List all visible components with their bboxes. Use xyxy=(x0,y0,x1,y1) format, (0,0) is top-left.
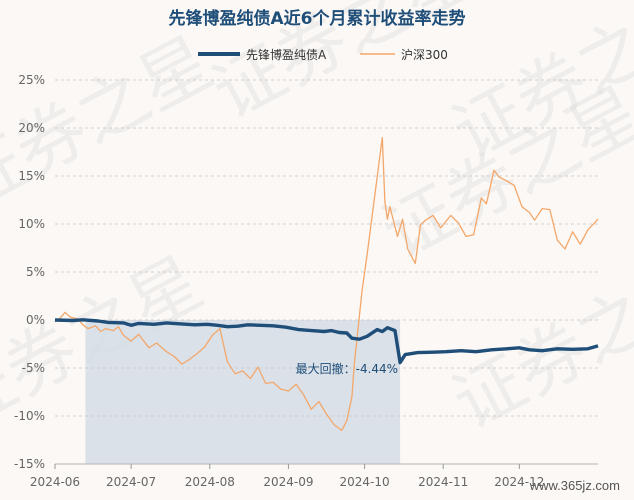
y-tick-label: 5% xyxy=(26,265,45,279)
x-tick-label: 2024-08 xyxy=(185,475,235,489)
x-tick-label: 2024-09 xyxy=(263,475,313,489)
site-watermark: www.365jz.com xyxy=(529,478,620,493)
drawdown-area xyxy=(85,320,401,464)
legend: 先锋博盈纯债A 沪深300 xyxy=(198,47,448,62)
y-tick-label: 10% xyxy=(18,217,45,231)
y-tick-label: 0% xyxy=(26,313,45,327)
y-tick-label: 20% xyxy=(18,121,45,135)
x-tick-label: 2024-06 xyxy=(30,475,80,489)
series-line-fund xyxy=(54,318,599,365)
y-tick-label: 15% xyxy=(18,169,45,183)
y-tick-label: -15% xyxy=(14,457,45,471)
legend-label-series-1: 先锋博盈纯债A xyxy=(246,47,327,62)
plot-area: 25% 20% 15% 10% 5% 0% -5% -10% -15% 2024-06 2024-0… xyxy=(14,73,599,489)
series-line-csi300 xyxy=(54,136,599,432)
x-tick-label: 2024-11 xyxy=(418,475,468,489)
x-tick-label: 2024-07 xyxy=(106,475,156,489)
y-tick-label: 25% xyxy=(18,73,45,87)
y-tick-label: -5% xyxy=(22,361,45,375)
y-tick-label: -10% xyxy=(14,409,45,423)
x-tick-label: 2024-10 xyxy=(339,475,389,489)
x-tick-label: 2024-12 xyxy=(494,475,544,489)
drawdown-label: 最大回撤：-4.44% xyxy=(296,361,398,376)
chart-title: 先锋博盈纯债A近6个月累计收益率走势 xyxy=(169,8,466,29)
legend-label-series-2: 沪深300 xyxy=(401,48,448,62)
